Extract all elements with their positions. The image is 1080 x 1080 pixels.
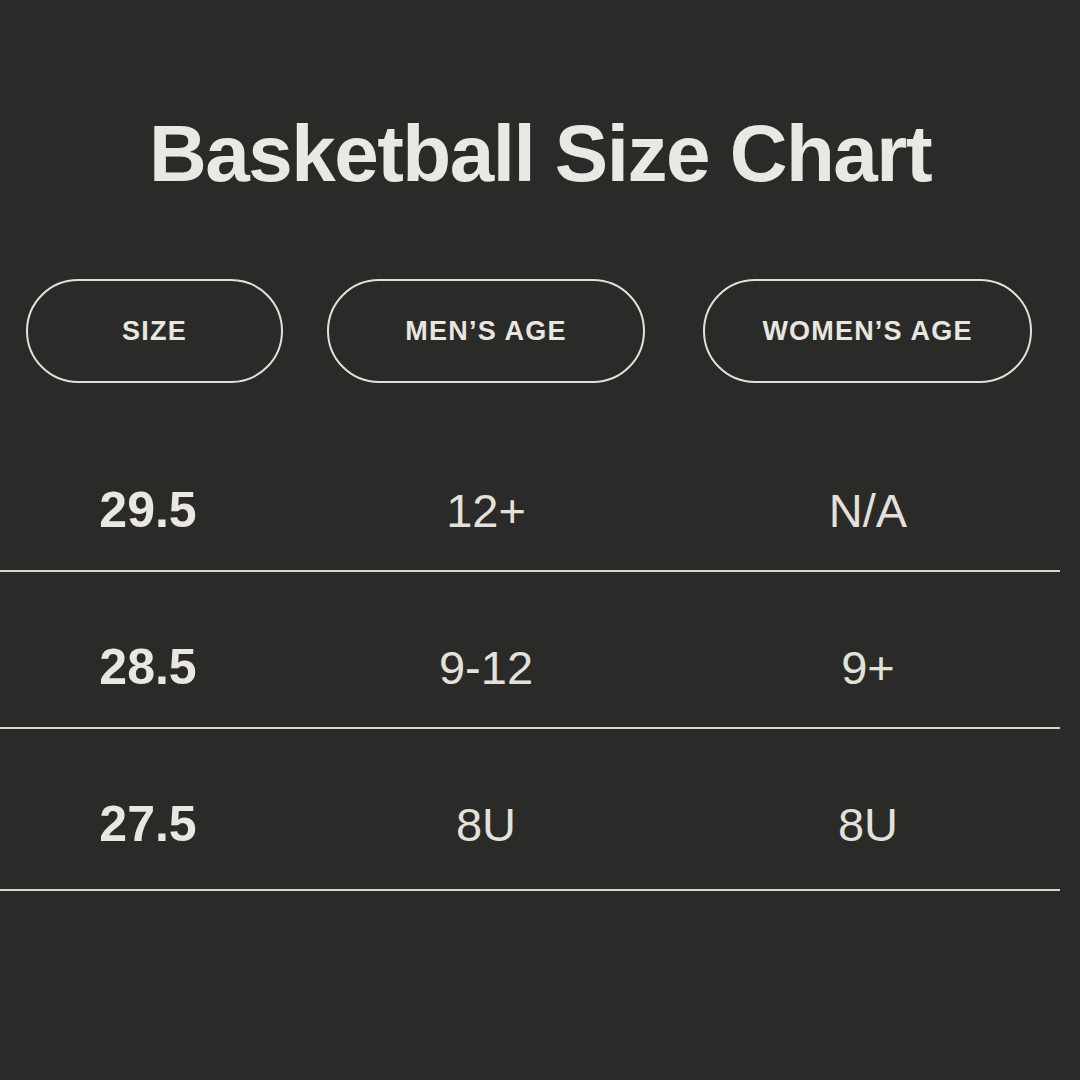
- column-header-size: SIZE: [26, 279, 283, 383]
- column-header-mens-age-label: MEN’S AGE: [405, 316, 566, 347]
- table-body: 29.5 12+ N/A 28.5 9-12 9+ 27.5 8U 8U: [0, 415, 1080, 891]
- table-row: 28.5 9-12 9+: [0, 572, 1060, 729]
- mens-age-cell: 9-12: [296, 640, 676, 695]
- size-chart-poster: Basketball Size Chart SIZE MEN’S AGE WOM…: [0, 0, 1080, 1080]
- womens-age-cell: 8U: [676, 797, 1060, 852]
- page-title: Basketball Size Chart: [0, 0, 1080, 194]
- size-cell: 27.5: [0, 795, 296, 853]
- column-header-mens-age: MEN’S AGE: [327, 279, 645, 383]
- column-header-womens-age: WOMEN’S AGE: [703, 279, 1032, 383]
- column-header-womens-age-label: WOMEN’S AGE: [762, 316, 972, 347]
- mens-age-cell: 12+: [296, 483, 676, 538]
- womens-age-cell: 9+: [676, 640, 1060, 695]
- table-header-row: SIZE MEN’S AGE WOMEN’S AGE: [0, 279, 1080, 383]
- size-cell: 29.5: [0, 481, 296, 539]
- size-cell: 28.5: [0, 638, 296, 696]
- womens-age-cell: N/A: [676, 483, 1060, 538]
- column-header-size-label: SIZE: [122, 316, 187, 347]
- table-row: 29.5 12+ N/A: [0, 415, 1060, 572]
- mens-age-cell: 8U: [296, 797, 676, 852]
- table-row: 27.5 8U 8U: [0, 729, 1060, 891]
